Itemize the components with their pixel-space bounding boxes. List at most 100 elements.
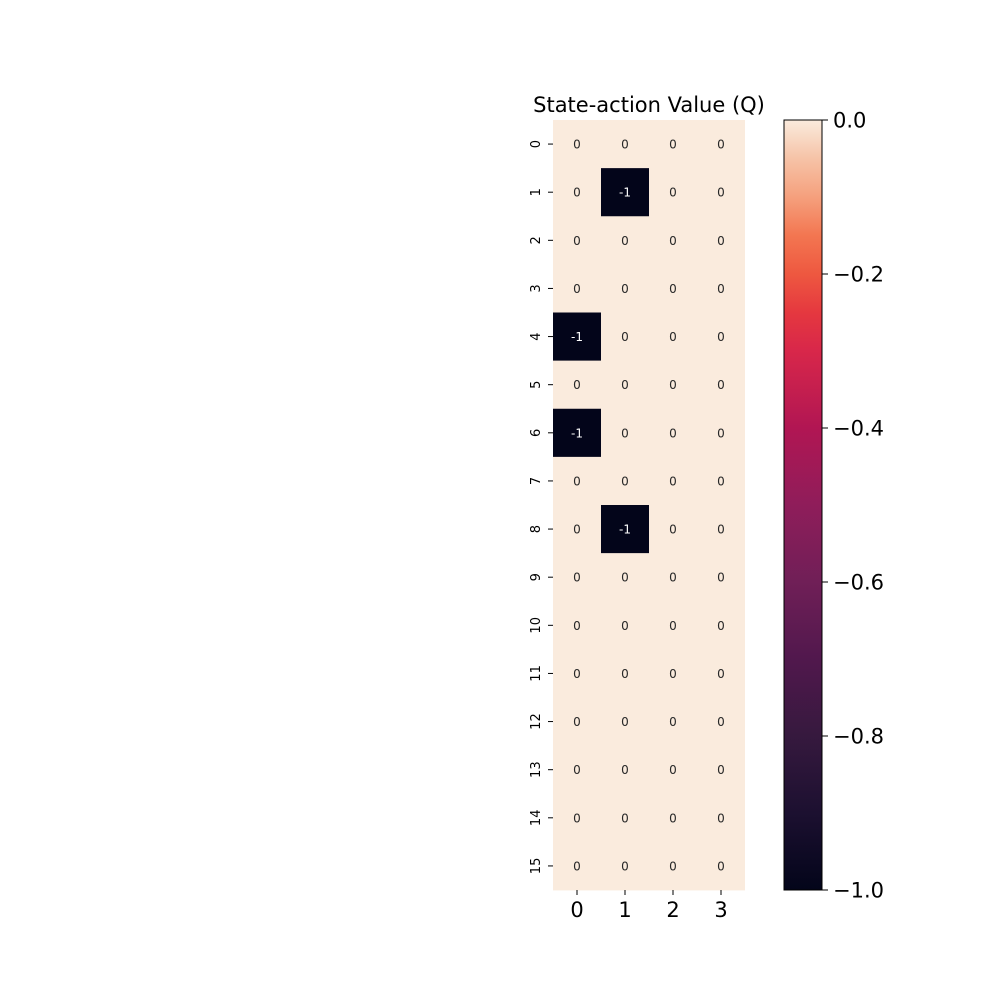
cell-annotation: 0	[717, 378, 725, 392]
heatmap-cell	[697, 360, 745, 410]
heatmap-cell	[553, 505, 601, 554]
heatmap-cell	[553, 697, 601, 747]
colorbar-tick-label: 0.0	[833, 109, 866, 133]
cell-annotation: 0	[573, 859, 581, 873]
heatmap-cell	[649, 456, 697, 506]
cell-annotation: 0	[669, 859, 677, 873]
cell-annotation: 0	[573, 619, 581, 633]
heatmap-cell	[697, 120, 745, 169]
colorbar-tick-label: −0.6	[833, 571, 884, 595]
cell-annotation: 0	[717, 763, 725, 777]
heatmap-cell	[649, 216, 697, 265]
heatmap-cell	[697, 264, 745, 313]
heatmap-cell	[697, 793, 745, 843]
y-tick-label: 12	[529, 713, 544, 730]
colorbar-tick-label: −0.4	[833, 417, 884, 441]
colorbar-tick-label: −0.2	[833, 263, 884, 287]
cell-annotation: 0	[573, 715, 581, 729]
heatmap-cell	[649, 841, 697, 891]
cell-annotation: -1	[619, 523, 631, 537]
heatmap-cell	[553, 601, 601, 650]
cell-annotation: 0	[717, 426, 725, 440]
cell-annotation: -1	[571, 330, 583, 344]
heatmap-cell	[553, 408, 601, 458]
heatmap-cell	[697, 649, 745, 698]
heatmap-cell	[601, 120, 649, 169]
cell-annotation: 0	[573, 378, 581, 392]
heatmap-cell	[697, 745, 745, 795]
y-tick-label: 5	[529, 381, 544, 389]
y-tick-label: 1	[529, 188, 544, 196]
heatmap-cell	[649, 168, 697, 217]
heatmap-cell	[553, 120, 601, 169]
cell-annotation: 0	[717, 234, 725, 248]
heatmap-cell	[601, 408, 649, 458]
heatmap-cell	[697, 697, 745, 747]
heatmap-cell	[553, 745, 601, 795]
cell-annotation: 0	[669, 667, 677, 681]
cell-annotation: 0	[573, 811, 581, 825]
heatmap-cell	[601, 168, 649, 217]
heatmap-cell	[649, 649, 697, 698]
y-tick-label: 15	[529, 858, 544, 875]
cell-annotation: 0	[669, 763, 677, 777]
y-tick-label: 0	[529, 140, 544, 148]
cell-annotation: 0	[669, 426, 677, 440]
heatmap-cell	[697, 216, 745, 265]
cell-annotation: 0	[717, 186, 725, 200]
cell-annotation: 0	[621, 571, 629, 585]
cell-annotation: 0	[573, 282, 581, 296]
heatmap-cell	[553, 360, 601, 410]
y-tick-label: 8	[529, 525, 544, 533]
heatmap-cell	[601, 553, 649, 602]
cell-annotation: 0	[669, 330, 677, 344]
cell-annotation: 0	[669, 571, 677, 585]
y-tick-label: 4	[529, 332, 544, 340]
heatmap-cell	[553, 793, 601, 843]
heatmap-cell	[649, 408, 697, 458]
y-tick-label: 10	[529, 617, 544, 634]
cell-annotation: 0	[573, 571, 581, 585]
cell-annotation: 0	[669, 138, 677, 152]
heatmap-cell	[601, 745, 649, 795]
cell-annotation: 0	[573, 138, 581, 152]
cell-annotation: 0	[669, 378, 677, 392]
cell-annotation: 0	[717, 138, 725, 152]
cell-annotation: 0	[621, 426, 629, 440]
heatmap-cell	[697, 553, 745, 602]
cell-annotation: 0	[573, 763, 581, 777]
y-tick-label: 13	[529, 761, 544, 778]
colorbar: 0.0 −0.2 −0.4 −0.6 −0.8 −1.0	[783, 109, 884, 903]
heatmap-cell	[553, 649, 601, 698]
y-tick-label: 11	[529, 665, 544, 682]
cell-annotation: 0	[717, 811, 725, 825]
y-tick-label: 3	[529, 284, 544, 292]
heatmap-cell	[553, 312, 601, 362]
y-tick-label: 14	[529, 810, 544, 827]
heatmap-cell	[601, 216, 649, 265]
heatmap-cell	[601, 697, 649, 747]
cell-annotation: 0	[621, 811, 629, 825]
cell-annotation: 0	[621, 474, 629, 488]
heatmap-cell	[601, 649, 649, 698]
x-axis: 0 1 2 3	[570, 890, 728, 922]
cell-annotation: 0	[573, 234, 581, 248]
heatmap-cell	[697, 456, 745, 506]
y-tick-label: 7	[529, 477, 544, 485]
heatmap-cell	[697, 841, 745, 891]
heatmap-cell	[649, 745, 697, 795]
heatmap-cell	[697, 312, 745, 362]
cell-annotation: 0	[717, 715, 725, 729]
cell-annotation: -1	[571, 426, 583, 440]
heatmap-cell	[649, 360, 697, 410]
heatmap-cell	[601, 841, 649, 891]
cell-annotations: 0 0 0 0 0 -1 0 0 0 0 0 0 0 0 0 0 -1 0 0 0 0 0 0 0 -1 0 0 0 0 0 0 0 0 -1 0 0…	[571, 138, 725, 874]
cell-annotation: 0	[717, 667, 725, 681]
heatmap-cell	[649, 120, 697, 169]
y-tick-label: 9	[529, 573, 544, 581]
heatmap-cell	[553, 553, 601, 602]
cell-annotation: 0	[669, 619, 677, 633]
heatmap-cell	[649, 264, 697, 313]
heatmap-cell	[601, 264, 649, 313]
cell-annotation: 0	[573, 474, 581, 488]
